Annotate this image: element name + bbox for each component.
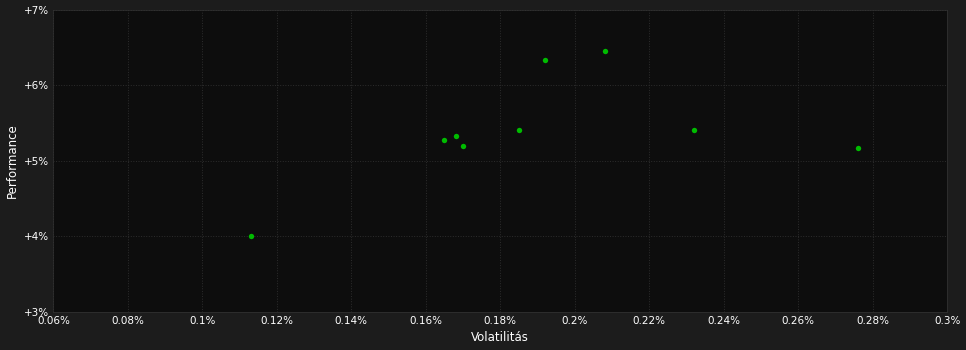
Point: [448, 133, 464, 139]
X-axis label: Volatilitás: Volatilitás: [471, 331, 529, 344]
Point: [597, 48, 612, 54]
Y-axis label: Performance: Performance: [6, 123, 18, 198]
Point: [850, 145, 866, 150]
Point: [243, 233, 259, 239]
Point: [455, 144, 470, 149]
Point: [511, 128, 526, 133]
Point: [437, 138, 452, 143]
Point: [686, 128, 701, 133]
Point: [537, 57, 553, 63]
